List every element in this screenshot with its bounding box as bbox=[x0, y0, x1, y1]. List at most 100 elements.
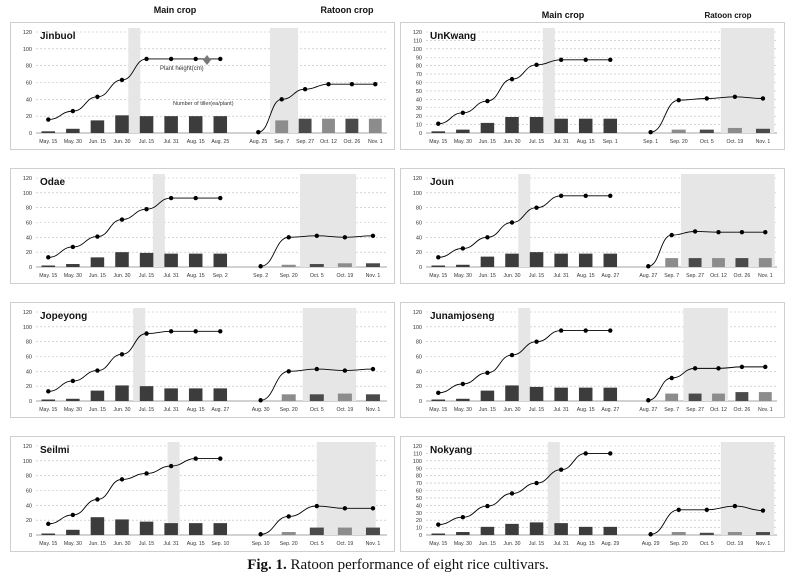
y-tick-label: 100 bbox=[413, 325, 422, 331]
main-crop-header-right: Main crop bbox=[542, 10, 585, 20]
tiller-bar bbox=[727, 532, 742, 535]
tiller-bar bbox=[365, 394, 380, 401]
height-point bbox=[95, 94, 100, 100]
x-tick-label: Jul. 15 bbox=[529, 407, 544, 413]
tiller-bar bbox=[365, 527, 380, 535]
height-point bbox=[314, 503, 319, 509]
height-point bbox=[704, 507, 709, 512]
tiller-bar bbox=[554, 523, 568, 535]
y-tick-label: 60 bbox=[416, 355, 422, 361]
y-tick-label: 120 bbox=[23, 176, 32, 182]
tiller-bar bbox=[66, 529, 80, 535]
y-tick-label: 70 bbox=[416, 72, 422, 78]
panel-seilmi: 0 20 40 60 80 100 120 Seilmi May. 15 May. 30 Jun. … bbox=[10, 436, 395, 552]
y-tick-label: 70 bbox=[416, 481, 422, 487]
height-point bbox=[95, 234, 100, 239]
heading-shade bbox=[547, 442, 560, 535]
x-tick-label: Jul. 31 bbox=[163, 407, 178, 413]
tiller-bar bbox=[66, 128, 80, 133]
x-tick-label: Jul. 15 bbox=[529, 541, 544, 547]
tiller-bar bbox=[480, 122, 495, 133]
height-point bbox=[342, 368, 348, 373]
height-line bbox=[648, 366, 766, 401]
height-point bbox=[558, 193, 564, 198]
tiller-bar bbox=[337, 393, 352, 401]
tiller-bar bbox=[188, 388, 203, 401]
tiller-bar bbox=[345, 118, 359, 133]
height-point bbox=[314, 233, 319, 239]
x-tick-label: Aug. 27 bbox=[639, 273, 657, 279]
height-point bbox=[648, 532, 653, 537]
height-point bbox=[46, 521, 51, 527]
y-tick-label: 90 bbox=[416, 55, 422, 61]
heading-shade bbox=[518, 308, 531, 401]
height-point bbox=[144, 206, 149, 212]
x-tick-label: Nov. 1 bbox=[756, 139, 771, 145]
panel-frame bbox=[400, 436, 785, 552]
x-tick-label: Sep. 20 bbox=[670, 541, 688, 547]
ratoon-shade bbox=[299, 174, 357, 267]
panel-frame bbox=[10, 302, 395, 418]
tiller-bar bbox=[529, 117, 544, 133]
height-point bbox=[144, 56, 149, 62]
height-point bbox=[168, 329, 174, 334]
tiller-bar bbox=[41, 399, 56, 401]
tiller-bar bbox=[298, 118, 312, 133]
panel-title: Joun bbox=[430, 177, 454, 188]
panel-title: Jinbuol bbox=[40, 31, 76, 42]
tiller-bar bbox=[603, 526, 618, 535]
height-point bbox=[119, 477, 125, 482]
height-point bbox=[302, 87, 308, 92]
height-line bbox=[438, 59, 611, 125]
x-tick-label: Nov. 1 bbox=[368, 139, 383, 145]
tiller-bar bbox=[309, 264, 324, 267]
height-point bbox=[218, 456, 223, 461]
x-tick-label: May. 15 bbox=[39, 541, 57, 547]
height-point bbox=[218, 329, 223, 334]
y-tick-label: 40 bbox=[26, 369, 32, 375]
tiller-bar bbox=[554, 118, 568, 133]
x-tick-label: Oct. 12 bbox=[320, 139, 337, 145]
x-tick-label: Jul. 31 bbox=[553, 541, 568, 547]
height-point bbox=[648, 129, 653, 135]
height-point bbox=[716, 229, 721, 235]
height-point bbox=[460, 110, 466, 116]
x-tick-label: May. 30 bbox=[64, 139, 82, 145]
x-tick-label: Oct. 5 bbox=[700, 541, 714, 547]
height-point bbox=[608, 57, 613, 62]
height-point bbox=[509, 76, 515, 82]
x-tick-label: Aug. 29 bbox=[601, 541, 619, 547]
x-tick-label: Jun. 15 bbox=[479, 541, 496, 547]
height-point bbox=[676, 507, 681, 512]
y-tick-label: 110 bbox=[413, 38, 422, 44]
height-line bbox=[438, 195, 611, 258]
x-tick-label: Jun. 30 bbox=[503, 273, 520, 279]
x-tick-label: Sep. 10 bbox=[252, 541, 270, 547]
height-point bbox=[739, 364, 745, 370]
y-tick-label: 50 bbox=[416, 89, 422, 95]
main-crop-header-left: Main crop bbox=[154, 5, 197, 15]
height-point bbox=[342, 506, 348, 511]
y-tick-label: 100 bbox=[413, 191, 422, 197]
tiller-bar bbox=[281, 264, 296, 267]
x-tick-label: May. 15 bbox=[429, 541, 447, 547]
height-point bbox=[676, 97, 681, 103]
x-tick-label: Jul. 15 bbox=[529, 139, 544, 145]
height-point bbox=[760, 508, 766, 513]
x-tick-label: May. 15 bbox=[39, 407, 57, 413]
x-tick-label: Sep. 20 bbox=[280, 273, 298, 279]
tiller-bar bbox=[735, 392, 749, 401]
x-tick-label: Oct. 5 bbox=[310, 273, 324, 279]
height-point bbox=[558, 57, 564, 62]
y-tick-label: 20 bbox=[26, 384, 32, 390]
y-tick-label: 120 bbox=[23, 30, 32, 36]
tiller-bar bbox=[90, 120, 105, 133]
height-point bbox=[70, 244, 76, 250]
x-tick-label: Nov. 1 bbox=[366, 407, 381, 413]
height-point bbox=[608, 451, 613, 456]
y-tick-label: 80 bbox=[416, 64, 422, 70]
y-tick-label: 0 bbox=[29, 533, 32, 539]
panel-title: Nokyang bbox=[430, 445, 472, 456]
tiller-bar bbox=[578, 387, 593, 401]
y-tick-label: 100 bbox=[413, 459, 422, 465]
